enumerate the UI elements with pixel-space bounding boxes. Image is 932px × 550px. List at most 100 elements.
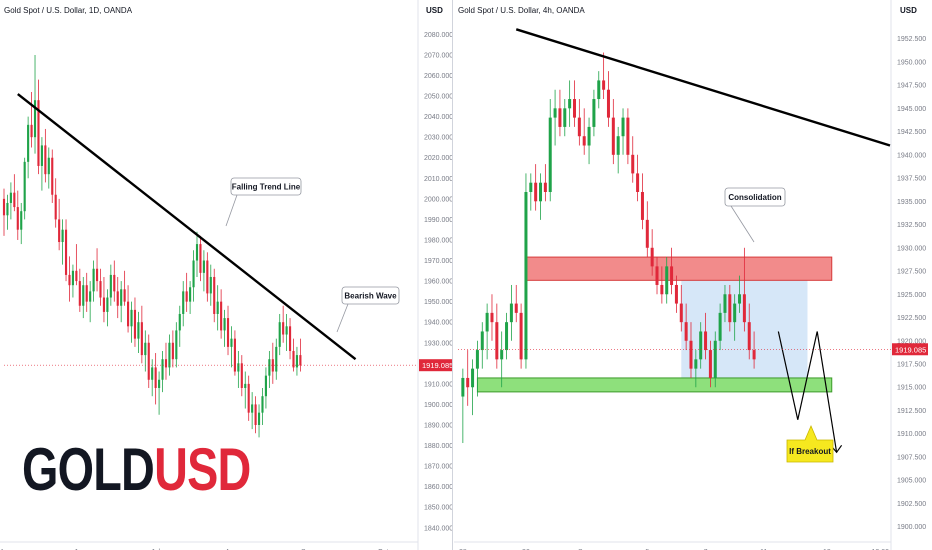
price-tick-label: 1880.000 xyxy=(424,443,452,450)
daily-chart-svg[interactable]: 1840.000 1850.000 1860.000 1870.000 1880.000… xyxy=(0,0,452,550)
candle-body xyxy=(689,340,693,369)
candle-body xyxy=(192,260,195,288)
candle-body xyxy=(645,219,649,248)
candle-body xyxy=(147,342,150,380)
candle-body xyxy=(509,303,513,323)
candle-body xyxy=(606,89,610,118)
price-tick-label: 1990.000 xyxy=(424,217,452,224)
price-tick-label: 1950.000 xyxy=(424,299,452,306)
candle-body xyxy=(127,301,130,327)
candle-body xyxy=(490,312,494,323)
candle-body xyxy=(220,301,223,331)
price-tick-label: 1907.500 xyxy=(897,454,926,461)
h4-symbol-title: Gold Spot / U.S. Dollar, 4h, OANDA xyxy=(458,6,585,15)
price-tick-label: 1932.500 xyxy=(897,222,926,229)
candle-body xyxy=(558,108,562,127)
candle-body xyxy=(95,268,99,282)
candle-body xyxy=(120,289,123,306)
candle-body xyxy=(568,99,572,109)
candle-body xyxy=(679,303,683,323)
candle-body xyxy=(275,346,278,372)
candle-body xyxy=(572,99,576,118)
breakout-projection-path xyxy=(777,331,838,453)
candle-body xyxy=(621,117,625,137)
falling-trend-callout: Falling Trend Line xyxy=(225,177,302,227)
candle-body xyxy=(268,359,271,376)
price-tick-label: 1900.000 xyxy=(897,524,926,531)
candle-body xyxy=(602,80,606,90)
price-tick-label: 2020.000 xyxy=(424,155,452,162)
price-tick-label: 1940.000 xyxy=(424,320,452,327)
h4-chart-svg[interactable]: 1900.000 1902.500 1905.000 1907.500 1910.000… xyxy=(454,0,932,550)
candle-body xyxy=(747,322,751,351)
candle-body xyxy=(704,331,708,351)
candle-body xyxy=(261,396,264,413)
candle-body xyxy=(202,260,205,273)
candle-body xyxy=(85,285,88,302)
current-price-badge xyxy=(892,343,928,356)
price-tick-label: 2000.000 xyxy=(424,196,452,203)
candle-body xyxy=(82,285,85,306)
candle-body xyxy=(254,404,257,425)
candle-body xyxy=(226,318,230,347)
price-tick-label: 1910.000 xyxy=(424,381,452,388)
candle-body xyxy=(44,145,47,175)
falling-trend-line xyxy=(17,93,357,361)
candle-body xyxy=(278,322,281,347)
candle-body xyxy=(161,359,164,380)
candle-body xyxy=(292,350,295,368)
candle-body xyxy=(251,404,254,413)
candle-body xyxy=(106,297,109,312)
price-tick-label: 1937.500 xyxy=(897,176,926,183)
price-tick-label: 1980.000 xyxy=(424,237,452,244)
candle-body xyxy=(264,375,267,397)
candle-body xyxy=(168,342,171,368)
price-tick-label: 1940.000 xyxy=(897,152,926,159)
price-tick-label: 1960.000 xyxy=(424,279,452,286)
price-tick-label: 1930.000 xyxy=(897,245,926,252)
candle-body xyxy=(40,145,43,166)
price-tick-label: 1942.500 xyxy=(897,129,926,136)
candle-body xyxy=(271,359,274,372)
candle-body xyxy=(519,312,523,360)
candle-body xyxy=(611,117,615,155)
candle-body xyxy=(185,291,188,302)
bearish-wave-callout-text: Bearish Wave xyxy=(344,292,397,301)
consolidation-callout-text: Consolidation xyxy=(728,193,781,202)
candle-body xyxy=(137,322,140,339)
candle-body xyxy=(92,268,95,292)
resistance-zone xyxy=(525,256,833,281)
candle-body xyxy=(99,281,102,298)
candle-body xyxy=(553,108,557,118)
candle-body xyxy=(577,117,581,137)
candle-body xyxy=(480,331,484,351)
candle-body xyxy=(151,367,154,380)
candle-body xyxy=(209,276,212,294)
candle-body xyxy=(505,322,509,351)
candle-body xyxy=(548,117,552,192)
candle-body xyxy=(6,202,9,216)
candle-body xyxy=(178,313,181,331)
candle-body xyxy=(20,211,23,230)
price-tick-label: 2040.000 xyxy=(424,114,452,121)
goldusd-logo: GOLDUSD xyxy=(22,436,251,503)
daily-chart-panel[interactable]: Gold Spot / U.S. Dollar, 1D, OANDA USD 1… xyxy=(0,0,453,550)
candle-body xyxy=(154,367,157,388)
candle-body xyxy=(616,136,620,155)
candle-body xyxy=(171,342,174,360)
candle-body xyxy=(587,126,591,146)
candle-body xyxy=(78,281,81,306)
h4-chart-panel[interactable]: Gold Spot / U.S. Dollar, 4h, OANDA USD 1… xyxy=(454,0,932,550)
candle-body xyxy=(543,182,547,192)
candle-body xyxy=(752,350,756,360)
price-tick-label: 1912.500 xyxy=(897,408,926,415)
candle-body xyxy=(75,270,78,282)
candle-body xyxy=(237,363,240,372)
bearish-wave-callout: Bearish Wave xyxy=(336,286,400,333)
candle-body xyxy=(626,117,630,155)
daily-currency-label: USD xyxy=(426,6,443,15)
candle-body xyxy=(471,368,475,388)
candle-body xyxy=(529,182,533,192)
candle-body xyxy=(295,355,299,368)
candle-body xyxy=(694,359,698,369)
